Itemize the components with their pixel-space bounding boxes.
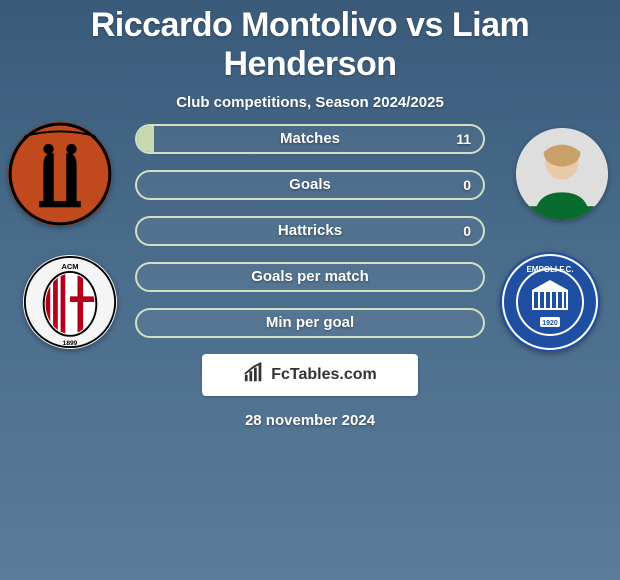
branding-text: FcTables.com bbox=[271, 366, 377, 384]
stat-value: 0 bbox=[463, 172, 471, 198]
right-player-club-badge: EMPOLI F.C. 1920 bbox=[500, 252, 600, 352]
stat-value: 11 bbox=[456, 126, 471, 152]
stat-row-hattricks: Hattricks 0 bbox=[135, 216, 485, 246]
branding-badge[interactable]: FcTables.com bbox=[202, 354, 418, 396]
svg-text:EMPOLI F.C.: EMPOLI F.C. bbox=[526, 265, 573, 274]
subtitle: Club competitions, Season 2024/2025 bbox=[0, 94, 620, 111]
stat-bars: Matches 11 Goals 0 Hattricks 0 Goals per… bbox=[135, 124, 485, 354]
stat-value: 0 bbox=[463, 218, 471, 244]
svg-text:1920: 1920 bbox=[542, 320, 558, 327]
stat-row-matches: Matches 11 bbox=[135, 124, 485, 154]
left-player-national-badge: ACM 1899 bbox=[23, 255, 117, 349]
stat-row-min-per-goal: Min per goal bbox=[135, 308, 485, 338]
stat-label: Matches bbox=[137, 126, 483, 152]
page-title: Riccardo Montolivo vs Liam Henderson bbox=[0, 0, 620, 84]
stat-row-goals: Goals 0 bbox=[135, 170, 485, 200]
left-player-club-badge bbox=[8, 122, 112, 226]
svg-text:1899: 1899 bbox=[63, 340, 78, 347]
date-text: 28 november 2024 bbox=[0, 412, 620, 429]
right-player-photo bbox=[516, 128, 608, 220]
stat-label: Goals per match bbox=[137, 264, 483, 290]
stat-row-goals-per-match: Goals per match bbox=[135, 262, 485, 292]
stat-label: Hattricks bbox=[137, 218, 483, 244]
svg-text:ACM: ACM bbox=[61, 262, 78, 271]
stat-label: Min per goal bbox=[137, 310, 483, 336]
chart-icon bbox=[243, 362, 265, 389]
stat-label: Goals bbox=[137, 172, 483, 198]
